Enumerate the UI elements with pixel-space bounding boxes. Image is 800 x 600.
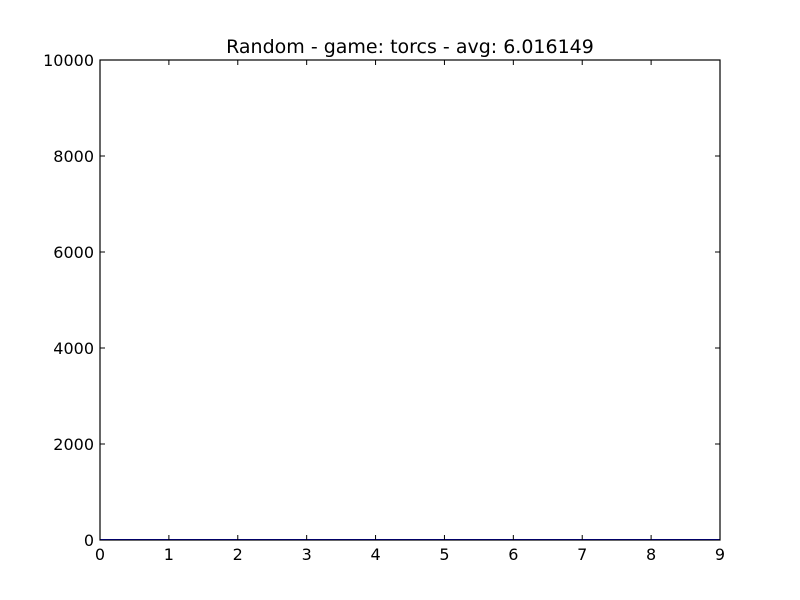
x-tick-label: 6 [508,545,518,564]
y-tick-label: 2000 [53,435,94,454]
x-tick-label: 5 [439,545,449,564]
x-tick-label: 2 [233,545,243,564]
plot-frame [99,59,721,541]
y-tick-label: 10000 [43,51,94,70]
x-tick-label: 3 [302,545,312,564]
x-tick-label: 8 [646,545,656,564]
y-tick-label: 0 [84,531,94,550]
x-tick-label: 1 [164,545,174,564]
y-tick-label: 6000 [53,243,94,262]
y-tick-label: 4000 [53,339,94,358]
y-tick-label: 8000 [53,147,94,166]
chart-title: Random - game: torcs - avg: 6.016149 [226,36,594,58]
plot-area [100,60,720,540]
x-tick-label: 7 [577,545,587,564]
x-tick-label: 4 [370,545,380,564]
ticks-layer: 0 1 2 3 4 5 6 7 8 9 0 2000 4000 6000 8000 10000 [43,51,725,564]
x-tick-label: 9 [715,545,725,564]
x-tick-label: 0 [95,545,105,564]
